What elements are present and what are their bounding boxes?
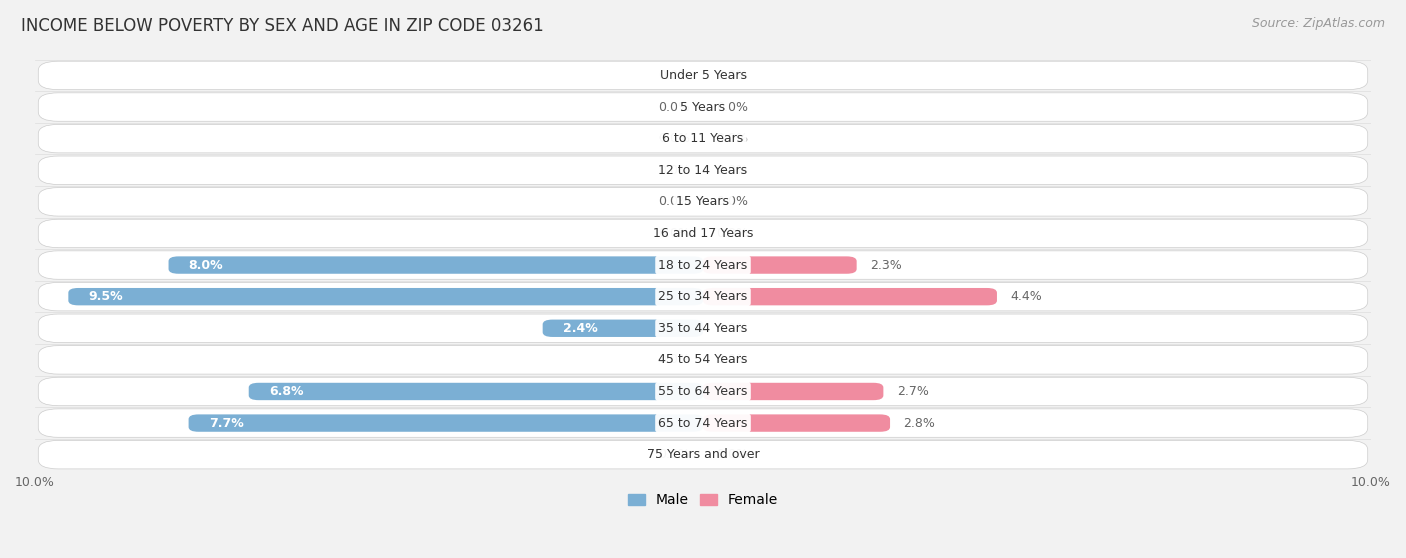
Text: 0.0%: 0.0% (658, 195, 689, 208)
Text: 8.0%: 8.0% (188, 258, 224, 272)
FancyBboxPatch shape (38, 409, 1368, 437)
Text: 15 Years: 15 Years (676, 195, 730, 208)
FancyBboxPatch shape (38, 124, 1368, 153)
Text: 75 Years and over: 75 Years and over (647, 448, 759, 461)
FancyBboxPatch shape (38, 377, 1368, 406)
FancyBboxPatch shape (249, 383, 703, 400)
FancyBboxPatch shape (38, 251, 1368, 280)
Text: 0.0%: 0.0% (658, 353, 689, 367)
FancyBboxPatch shape (703, 288, 997, 305)
Text: 0.0%: 0.0% (717, 322, 748, 335)
Text: 0.0%: 0.0% (717, 100, 748, 113)
Text: 55 to 64 Years: 55 to 64 Years (658, 385, 748, 398)
FancyBboxPatch shape (38, 219, 1368, 248)
Text: 16 and 17 Years: 16 and 17 Years (652, 227, 754, 240)
FancyBboxPatch shape (703, 383, 883, 400)
Text: 9.5%: 9.5% (89, 290, 122, 303)
Text: 65 to 74 Years: 65 to 74 Years (658, 417, 748, 430)
Text: 0.0%: 0.0% (658, 132, 689, 145)
Text: 2.3%: 2.3% (870, 258, 901, 272)
Text: 0.0%: 0.0% (717, 227, 748, 240)
FancyBboxPatch shape (188, 415, 703, 432)
Text: 2.4%: 2.4% (562, 322, 598, 335)
FancyBboxPatch shape (703, 256, 856, 274)
Text: 0.0%: 0.0% (717, 353, 748, 367)
Text: 25 to 34 Years: 25 to 34 Years (658, 290, 748, 303)
FancyBboxPatch shape (38, 61, 1368, 90)
Text: 12 to 14 Years: 12 to 14 Years (658, 163, 748, 177)
Text: 35 to 44 Years: 35 to 44 Years (658, 322, 748, 335)
FancyBboxPatch shape (38, 440, 1368, 469)
Text: 0.0%: 0.0% (717, 195, 748, 208)
FancyBboxPatch shape (38, 187, 1368, 216)
FancyBboxPatch shape (38, 314, 1368, 343)
Text: 0.0%: 0.0% (658, 227, 689, 240)
FancyBboxPatch shape (703, 415, 890, 432)
Text: 0.0%: 0.0% (658, 163, 689, 177)
Text: 0.0%: 0.0% (717, 69, 748, 82)
FancyBboxPatch shape (38, 282, 1368, 311)
Text: Source: ZipAtlas.com: Source: ZipAtlas.com (1251, 17, 1385, 30)
FancyBboxPatch shape (169, 256, 703, 274)
Text: INCOME BELOW POVERTY BY SEX AND AGE IN ZIP CODE 03261: INCOME BELOW POVERTY BY SEX AND AGE IN Z… (21, 17, 544, 35)
FancyBboxPatch shape (38, 156, 1368, 185)
Text: 0.0%: 0.0% (717, 132, 748, 145)
Text: 6 to 11 Years: 6 to 11 Years (662, 132, 744, 145)
Text: 0.0%: 0.0% (658, 448, 689, 461)
FancyBboxPatch shape (543, 320, 703, 337)
Legend: Male, Female: Male, Female (623, 488, 783, 513)
Text: 7.7%: 7.7% (208, 417, 243, 430)
Text: 2.8%: 2.8% (904, 417, 935, 430)
Text: 6.8%: 6.8% (269, 385, 304, 398)
Text: 4.4%: 4.4% (1011, 290, 1042, 303)
FancyBboxPatch shape (69, 288, 703, 305)
Text: Under 5 Years: Under 5 Years (659, 69, 747, 82)
Text: 45 to 54 Years: 45 to 54 Years (658, 353, 748, 367)
Text: 0.0%: 0.0% (717, 448, 748, 461)
FancyBboxPatch shape (38, 345, 1368, 374)
Text: 5 Years: 5 Years (681, 100, 725, 113)
Text: 0.0%: 0.0% (658, 100, 689, 113)
FancyBboxPatch shape (38, 93, 1368, 121)
Text: 18 to 24 Years: 18 to 24 Years (658, 258, 748, 272)
Text: 0.0%: 0.0% (717, 163, 748, 177)
Text: 0.0%: 0.0% (658, 69, 689, 82)
Text: 2.7%: 2.7% (897, 385, 928, 398)
